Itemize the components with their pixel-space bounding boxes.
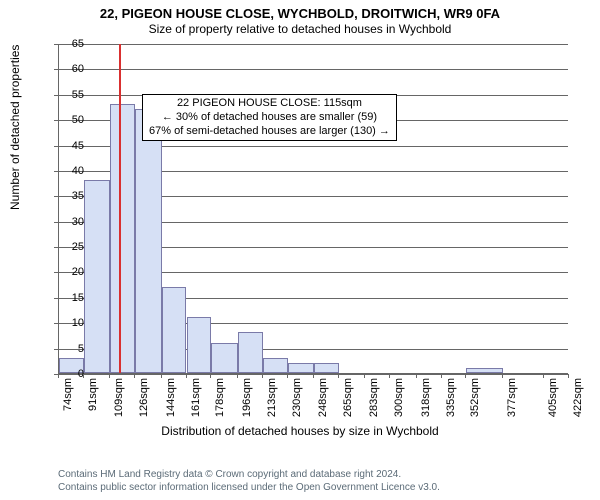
bar [314, 363, 339, 373]
chart-container: 22, PIGEON HOUSE CLOSE, WYCHBOLD, DROITW… [0, 0, 600, 500]
xtick-label: 161sqm [190, 378, 202, 417]
xtick-label: 318sqm [420, 378, 432, 417]
xtick-mark [134, 374, 135, 378]
ytick-label: 40 [60, 165, 84, 177]
xtick-label: 109sqm [113, 378, 125, 417]
bar [238, 332, 263, 373]
xtick-label: 352sqm [469, 378, 481, 417]
ytick-mark [54, 146, 58, 147]
xtick-mark [364, 374, 365, 378]
xtick-label: 283sqm [368, 378, 380, 417]
ytick-label: 30 [60, 216, 84, 228]
ytick-mark [54, 171, 58, 172]
ytick-mark [54, 196, 58, 197]
callout-line3: 67% of semi-detached houses are larger (… [149, 125, 390, 139]
ytick-mark [54, 44, 58, 45]
bar [263, 358, 288, 373]
y-axis-label: Number of detached properties [8, 45, 22, 210]
ytick-mark [54, 323, 58, 324]
bar [162, 287, 187, 373]
ytick-mark [54, 247, 58, 248]
ytick-mark [54, 349, 58, 350]
xtick-mark [389, 374, 390, 378]
xtick-mark [338, 374, 339, 378]
ytick-label: 35 [60, 190, 84, 202]
ytick-label: 50 [60, 114, 84, 126]
xtick-label: 144sqm [165, 378, 177, 417]
ytick-mark [54, 222, 58, 223]
ytick-label: 5 [60, 343, 84, 355]
ytick-label: 10 [60, 317, 84, 329]
gridline [59, 69, 568, 70]
xtick-mark [109, 374, 110, 378]
title-sub: Size of property relative to detached ho… [0, 21, 600, 36]
xtick-mark [441, 374, 442, 378]
bar [110, 104, 135, 373]
bar [84, 180, 110, 373]
xtick-mark [210, 374, 211, 378]
gridline [59, 44, 568, 45]
ytick-mark [54, 298, 58, 299]
title-main: 22, PIGEON HOUSE CLOSE, WYCHBOLD, DROITW… [0, 0, 600, 21]
callout-line1: 22 PIGEON HOUSE CLOSE: 115sqm [149, 97, 390, 111]
ytick-mark [54, 95, 58, 96]
plot-area: 22 PIGEON HOUSE CLOSE: 115sqm ← 30% of d… [58, 44, 568, 374]
xtick-mark [186, 374, 187, 378]
bar [211, 343, 237, 373]
ytick-label: 25 [60, 241, 84, 253]
xtick-mark [568, 374, 569, 378]
xtick-label: 405sqm [547, 378, 559, 417]
bar [135, 109, 161, 373]
footer-line1: Contains HM Land Registry data © Crown c… [58, 469, 440, 482]
ytick-label: 60 [60, 63, 84, 75]
xtick-label: 126sqm [138, 378, 150, 417]
xtick-mark [313, 374, 314, 378]
xtick-label: 335sqm [445, 378, 457, 417]
xtick-mark [287, 374, 288, 378]
xtick-label: 74sqm [62, 378, 74, 411]
xtick-label: 178sqm [214, 378, 226, 417]
ytick-mark [54, 272, 58, 273]
bar [187, 317, 212, 373]
bar [288, 363, 314, 373]
callout-box: 22 PIGEON HOUSE CLOSE: 115sqm ← 30% of d… [142, 94, 397, 141]
ytick-mark [54, 120, 58, 121]
ytick-label: 20 [60, 266, 84, 278]
bar [466, 368, 503, 373]
xtick-label: 248sqm [317, 378, 329, 417]
xtick-mark [237, 374, 238, 378]
x-axis-label: Distribution of detached houses by size … [0, 424, 600, 438]
xtick-label: 377sqm [506, 378, 518, 417]
xtick-label: 91sqm [87, 378, 99, 411]
xtick-label: 422sqm [572, 378, 584, 417]
xtick-mark [83, 374, 84, 378]
xtick-mark [465, 374, 466, 378]
xtick-label: 213sqm [266, 378, 278, 417]
reference-line [119, 44, 121, 373]
xtick-mark [416, 374, 417, 378]
ytick-label: 55 [60, 89, 84, 101]
xtick-mark [161, 374, 162, 378]
xtick-mark [58, 374, 59, 378]
xtick-label: 300sqm [393, 378, 405, 417]
xtick-mark [502, 374, 503, 378]
callout-line2: ← 30% of detached houses are smaller (59… [149, 111, 390, 125]
ytick-mark [54, 69, 58, 70]
ytick-label: 15 [60, 292, 84, 304]
xtick-label: 265sqm [342, 378, 354, 417]
ytick-label: 45 [60, 140, 84, 152]
ytick-label: 65 [60, 38, 84, 50]
xtick-label: 196sqm [241, 378, 253, 417]
xtick-label: 230sqm [291, 378, 303, 417]
footer-line2: Contains public sector information licen… [58, 482, 440, 495]
xtick-mark [262, 374, 263, 378]
xtick-mark [543, 374, 544, 378]
footer: Contains HM Land Registry data © Crown c… [58, 469, 440, 494]
